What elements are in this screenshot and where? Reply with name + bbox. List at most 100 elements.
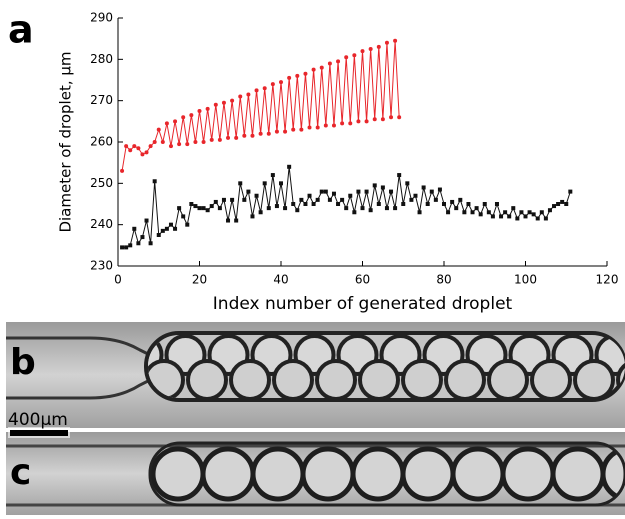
marker (307, 125, 312, 130)
marker (136, 241, 141, 246)
marker (164, 226, 169, 231)
marker (197, 109, 202, 113)
marker (393, 38, 398, 43)
marker (201, 206, 206, 211)
inlet-wall (6, 336, 151, 400)
marker (266, 131, 271, 136)
x-tick-label: 20 (192, 273, 207, 287)
marker (340, 121, 345, 126)
marker (331, 123, 336, 128)
panel-label: a (8, 8, 34, 52)
marker (327, 61, 332, 66)
marker (380, 117, 385, 122)
y-tick-label: 230 (90, 259, 113, 273)
marker (181, 214, 186, 219)
series-line (121, 40, 400, 172)
marker (205, 106, 210, 111)
marker (360, 206, 365, 211)
marker (311, 202, 316, 206)
marker (315, 125, 320, 130)
marker (348, 121, 353, 126)
marker (160, 140, 165, 144)
marker (160, 228, 165, 233)
marker (397, 115, 402, 120)
y-tick-label: 290 (90, 11, 113, 25)
marker (303, 71, 308, 76)
marker (486, 210, 491, 215)
marker (376, 202, 381, 206)
marker (274, 204, 279, 209)
marker (287, 164, 292, 169)
marker (523, 214, 528, 219)
marker (389, 115, 394, 120)
marker (283, 129, 288, 134)
marker (120, 168, 125, 173)
marker (531, 212, 536, 217)
marker (327, 197, 332, 202)
marker (217, 137, 222, 142)
marker (380, 185, 385, 190)
marker (242, 133, 247, 138)
marker (270, 82, 275, 87)
marker (295, 73, 300, 78)
marker (397, 173, 402, 178)
marker (152, 140, 157, 144)
marker (152, 179, 157, 184)
marker (417, 210, 422, 215)
marker (454, 206, 459, 211)
marker (344, 206, 349, 211)
x-tick-label: 80 (436, 273, 451, 287)
y-tick-label: 260 (90, 135, 113, 149)
marker (136, 146, 141, 151)
marker (177, 206, 182, 211)
marker (242, 197, 247, 202)
marker (319, 189, 324, 194)
marker (515, 216, 520, 221)
marker (368, 208, 373, 213)
marker (148, 241, 153, 246)
marker (128, 148, 133, 153)
droplets (148, 335, 625, 398)
marker (287, 75, 292, 80)
marker (446, 210, 451, 215)
marker (311, 67, 316, 72)
marker (527, 210, 532, 215)
marker (177, 142, 182, 147)
marker (494, 202, 499, 206)
marker (291, 127, 296, 132)
marker (364, 119, 369, 124)
marker (499, 214, 504, 219)
marker (213, 102, 218, 107)
marker (185, 142, 190, 147)
marker (226, 135, 231, 140)
marker (279, 80, 283, 85)
marker (364, 189, 369, 194)
marker (437, 187, 442, 192)
marker (490, 214, 495, 219)
marker (303, 202, 308, 206)
marker (482, 202, 487, 206)
marker (140, 152, 145, 157)
marker (197, 206, 202, 211)
marker (511, 206, 516, 211)
marker (258, 131, 263, 136)
marker (258, 210, 263, 215)
marker (140, 235, 145, 240)
marker (429, 189, 434, 194)
marker (283, 206, 288, 211)
marker (413, 193, 418, 198)
marker (270, 173, 275, 178)
marker (507, 214, 512, 219)
marker (384, 40, 389, 45)
marker (238, 181, 243, 186)
marker (405, 181, 410, 186)
panel-label: b (10, 342, 36, 383)
marker (209, 137, 214, 142)
scale-bar-label: 400μm (8, 410, 68, 430)
marker (401, 202, 406, 206)
marker (299, 127, 304, 132)
marker (336, 59, 341, 64)
marker (356, 119, 361, 124)
marker (315, 197, 320, 202)
marker (372, 117, 377, 122)
